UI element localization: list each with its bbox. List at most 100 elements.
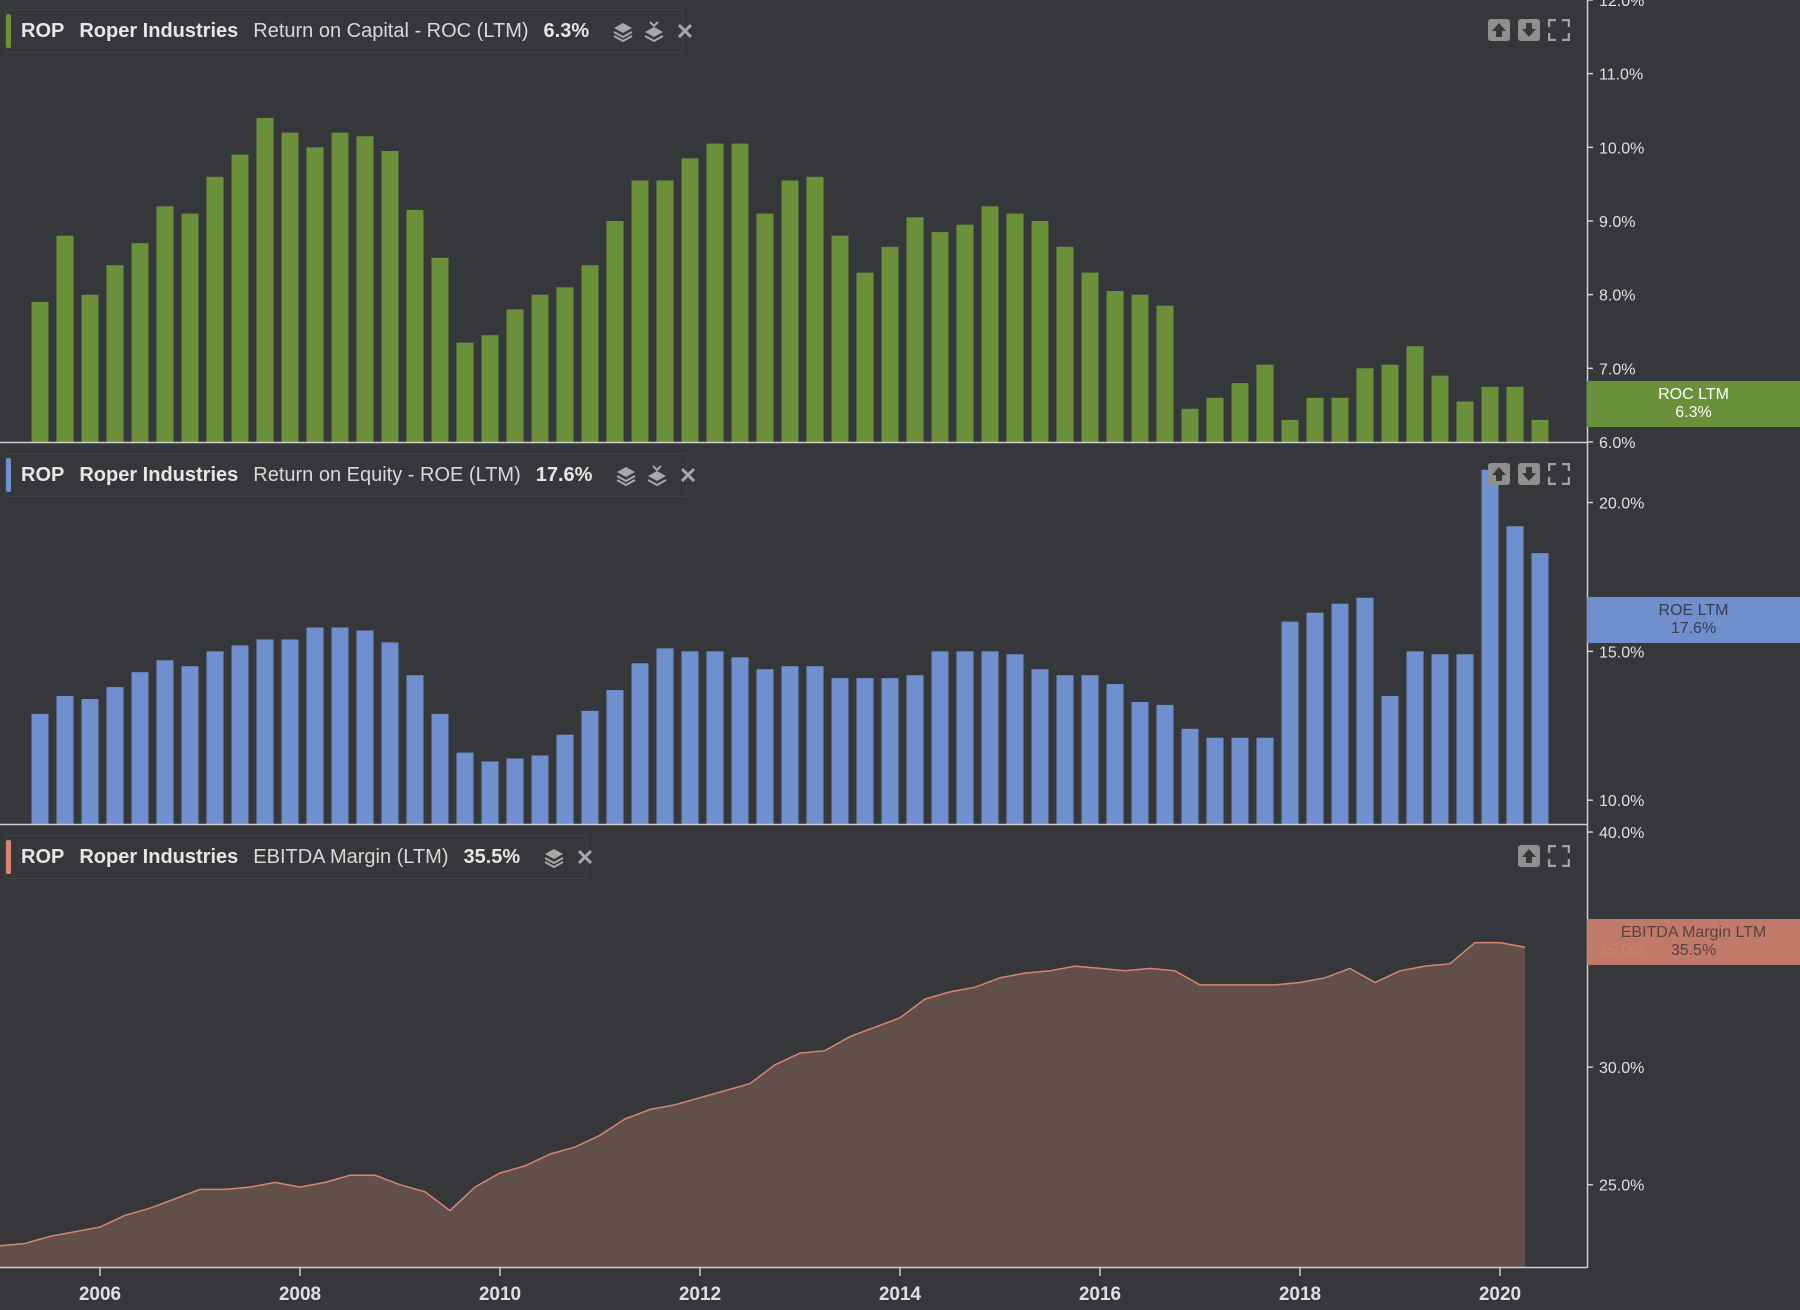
y-tick-label: 20.0% xyxy=(1599,496,1644,513)
roe-bar xyxy=(1206,737,1224,824)
ebitda-legend: ROP Roper Industries EBITDA Margin (LTM)… xyxy=(5,835,593,879)
roc-bar xyxy=(631,180,649,442)
y-tick-label: 10.0% xyxy=(1599,140,1644,157)
roc-bar xyxy=(181,213,199,442)
roe-bar xyxy=(656,648,674,824)
y-tick-label: 8.0% xyxy=(1599,288,1635,305)
y-tick-label: 12.0% xyxy=(1599,0,1644,10)
roe-bar xyxy=(831,678,849,824)
roe-tag-value: 17.6% xyxy=(1670,620,1717,637)
ebitda-symbol: ROP xyxy=(21,845,65,868)
roe-bar xyxy=(1456,654,1474,824)
close-icon[interactable] xyxy=(677,464,699,486)
move-down-icon[interactable] xyxy=(1518,463,1540,485)
roc-bar xyxy=(606,221,624,442)
move-down-icon[interactable] xyxy=(1518,19,1540,41)
roe-bar xyxy=(806,666,824,824)
roe-bar xyxy=(31,713,49,824)
roe-bar xyxy=(381,642,399,824)
roc-bar xyxy=(731,143,749,442)
roc-bar xyxy=(1006,213,1024,442)
close-icon[interactable] xyxy=(574,846,596,868)
close-icon[interactable] xyxy=(674,20,696,42)
layers-up-icon[interactable] xyxy=(612,20,634,42)
roe-tag-name: ROE LTM xyxy=(1658,602,1729,619)
roc-bar xyxy=(231,154,249,442)
y-tick-label: 40.0% xyxy=(1599,825,1644,842)
roe-bar xyxy=(631,663,649,824)
roc-bar xyxy=(656,180,674,442)
x-axis-ticks: 2006 2008 2010 2012 2014 2016 2018 2020 xyxy=(79,1268,1521,1305)
roc-bar xyxy=(1031,221,1049,442)
ebitda-panel-controls xyxy=(1518,845,1570,867)
roc-bar xyxy=(1456,401,1474,442)
roe-bar xyxy=(981,651,999,824)
move-up-icon[interactable] xyxy=(1488,19,1510,41)
x-tick-label: 2020 xyxy=(1479,1284,1521,1305)
roe-color-stripe xyxy=(6,458,11,492)
ebitda-last-value-tag: EBITDA Margin LTM 35.5% xyxy=(1587,919,1800,965)
roc-value: 6.3% xyxy=(543,19,590,42)
roe-bar xyxy=(731,657,749,824)
ebitda-tag-value: 35.5% xyxy=(1670,942,1717,959)
ebitda-tag-name: EBITDA Margin LTM xyxy=(1620,924,1767,941)
roe-bar xyxy=(431,713,449,824)
layers-down-icon[interactable] xyxy=(646,464,668,486)
roe-bar xyxy=(1006,654,1024,824)
layers-up-icon[interactable] xyxy=(615,464,637,486)
x-tick-label: 2012 xyxy=(679,1284,721,1305)
roe-last-value-tag: ROE LTM 17.6% xyxy=(1587,597,1800,643)
roe-bar xyxy=(256,639,274,824)
roe-metric-name: Return on Equity - ROE (LTM) xyxy=(253,463,521,486)
roc-symbol: ROP xyxy=(21,19,65,42)
layers-down-icon[interactable] xyxy=(643,20,665,42)
y-tick-label: 7.0% xyxy=(1599,361,1635,378)
roe-bar xyxy=(106,687,124,824)
roc-bar xyxy=(1081,272,1099,442)
roe-bar xyxy=(581,710,599,824)
roc-bar xyxy=(806,176,824,443)
roc-bar xyxy=(481,335,499,442)
ebitda-line xyxy=(0,941,1526,1247)
roc-bar xyxy=(156,206,174,442)
roc-bar xyxy=(706,143,724,442)
maximize-icon[interactable] xyxy=(1548,19,1570,41)
roc-bar xyxy=(581,265,599,442)
maximize-icon[interactable] xyxy=(1548,845,1570,867)
roe-bar xyxy=(1181,728,1199,825)
x-tick-label: 2010 xyxy=(479,1284,521,1305)
roe-panel-controls xyxy=(1488,463,1570,485)
roe-bar xyxy=(456,752,474,824)
roe-bar xyxy=(406,675,424,824)
move-up-icon[interactable] xyxy=(1518,845,1540,867)
roc-bar-series xyxy=(31,117,1549,443)
roc-bar xyxy=(306,147,324,443)
roe-bar xyxy=(181,666,199,824)
layers-up-icon[interactable] xyxy=(543,846,565,868)
roc-bar xyxy=(1431,375,1449,442)
move-up-icon[interactable] xyxy=(1488,463,1510,485)
roc-last-value-tag: ROC LTM 6.3% xyxy=(1587,381,1800,427)
roc-bar xyxy=(1056,246,1074,442)
roe-bar xyxy=(1356,597,1374,824)
roc-bar xyxy=(1356,368,1374,442)
roe-bar xyxy=(1231,737,1249,824)
roe-bar xyxy=(881,678,899,824)
roc-bar xyxy=(1306,397,1324,442)
x-tick-label: 2008 xyxy=(279,1284,321,1305)
roe-bar xyxy=(231,645,249,824)
roe-bar xyxy=(481,761,499,824)
y-tick-label: 30.0% xyxy=(1599,1060,1644,1077)
roc-bar xyxy=(681,158,699,442)
maximize-icon[interactable] xyxy=(1548,463,1570,485)
x-tick-label: 2018 xyxy=(1279,1284,1321,1305)
roe-bar xyxy=(606,690,624,824)
roe-bar xyxy=(956,651,974,824)
roe-bar xyxy=(131,672,149,824)
roe-symbol: ROP xyxy=(21,463,65,486)
ebitda-color-stripe xyxy=(6,840,11,874)
roc-bar xyxy=(1206,397,1224,442)
roe-bar xyxy=(1156,704,1174,824)
roc-bar xyxy=(456,342,474,442)
